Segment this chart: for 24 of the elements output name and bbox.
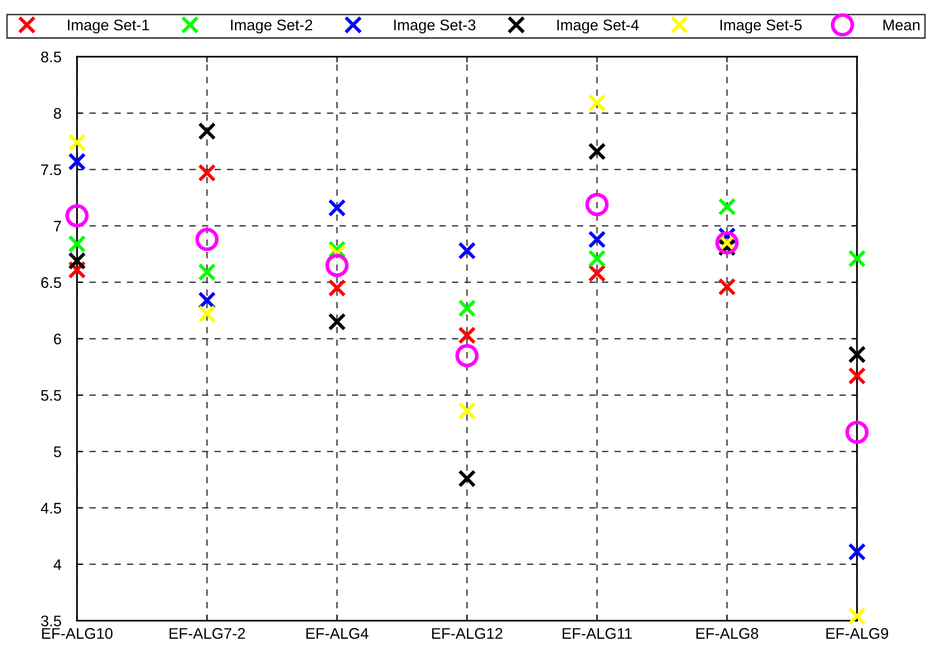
x-tick-label: EF-ALG7-2 — [170, 628, 245, 639]
y-tick-label: 5 — [54, 446, 62, 458]
legend-label: Image Set-3 — [394, 20, 476, 34]
y-tick-label: 7.5 — [41, 164, 62, 176]
legend-label: Image Set-5 — [720, 20, 802, 34]
legend-label: Image Set-4 — [557, 20, 639, 34]
y-tick-label: 8.5 — [41, 52, 62, 62]
y-tick-label: 4.5 — [40, 502, 62, 514]
x-tick-label: EF-ALG11 — [562, 628, 632, 639]
x-tick-label: EF-ALG10 — [42, 628, 112, 639]
y-tick-label: 4 — [54, 559, 62, 570]
y-tick-label: 6 — [54, 334, 62, 344]
x-tick-label: EF-ALG9 — [826, 628, 888, 639]
y-tick-label: 6.5 — [41, 277, 62, 288]
y-tick-label: 7 — [54, 220, 61, 232]
legend-label: Image Set-2 — [231, 20, 312, 34]
legend-label: Mean — [883, 20, 920, 30]
x-tick-label: EF-ALG12 — [432, 628, 502, 639]
y-tick-label: 3.5 — [41, 616, 62, 626]
y-tick-label: 5.5 — [41, 390, 62, 401]
x-tick-label: EF-ALG4 — [306, 628, 368, 639]
y-tick-label: 8 — [54, 108, 62, 119]
x-tick-label: EF-ALG8 — [696, 628, 758, 639]
legend-label: Image Set-1 — [68, 20, 150, 34]
